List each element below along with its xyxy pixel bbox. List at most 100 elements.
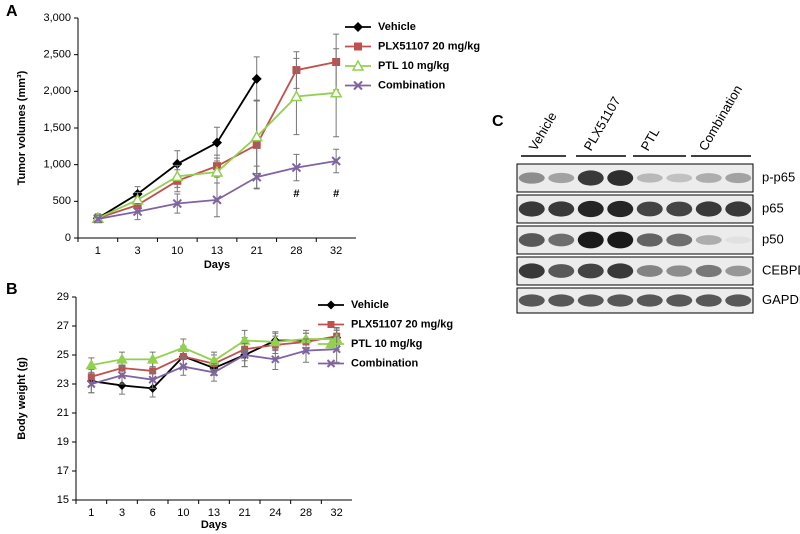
marker — [325, 337, 337, 349]
marker — [353, 80, 363, 91]
marker — [116, 353, 128, 364]
band — [695, 294, 722, 307]
band — [577, 200, 604, 218]
y-tick-label: 19 — [57, 436, 69, 448]
legend-label: PLX51107 20 mg/kg — [351, 318, 453, 330]
x-tick-label: 10 — [171, 245, 183, 257]
marker — [353, 22, 363, 32]
marker — [85, 359, 98, 370]
marker — [172, 198, 182, 209]
marker — [326, 300, 336, 310]
band — [666, 265, 693, 277]
x-tick-label: 21 — [251, 245, 263, 257]
marker — [171, 169, 184, 182]
band — [695, 201, 722, 217]
band — [666, 173, 693, 183]
band — [725, 172, 752, 184]
band — [607, 294, 634, 307]
row-label: p-p65 — [762, 169, 795, 184]
band — [548, 233, 575, 247]
marker — [326, 359, 336, 368]
marker — [172, 158, 183, 169]
marker — [329, 86, 343, 98]
marker — [93, 214, 103, 224]
x-tick-label: 6 — [150, 507, 156, 519]
annotation: # — [293, 188, 299, 200]
legend-label: Combination — [351, 357, 418, 369]
marker — [269, 335, 282, 347]
band — [725, 294, 752, 307]
band — [636, 265, 663, 277]
marker — [117, 371, 127, 380]
x-tick-label: 24 — [269, 507, 281, 519]
band — [666, 294, 693, 307]
x-tick-label: 13 — [211, 245, 223, 257]
band — [518, 263, 545, 279]
x-tick-label: 32 — [330, 245, 342, 257]
marker — [148, 375, 157, 384]
legend-label: PTL 10 mg/kg — [378, 60, 449, 72]
y-tick-label: 23 — [57, 378, 69, 390]
band — [607, 170, 634, 186]
band — [607, 263, 634, 279]
y-axis-label: Body weight (g) — [16, 357, 28, 440]
row-label: p50 — [762, 231, 784, 246]
band — [636, 173, 663, 183]
band — [577, 170, 604, 186]
y-tick-label: 1,000 — [43, 159, 71, 171]
band — [636, 294, 663, 307]
x-tick-label: 28 — [290, 245, 302, 257]
x-tick-label: 3 — [119, 507, 125, 519]
marker — [301, 346, 311, 355]
marker — [132, 206, 143, 217]
band — [518, 233, 545, 247]
group-label: PTL — [638, 125, 663, 153]
x-axis-label: Days — [204, 259, 230, 271]
group-label: PLX51107 — [581, 94, 624, 153]
row-label: p65 — [762, 200, 784, 215]
band — [607, 231, 634, 249]
marker — [212, 195, 222, 205]
marker — [87, 379, 96, 389]
x-tick-label: 1 — [95, 245, 101, 257]
band — [548, 172, 575, 184]
band — [695, 264, 722, 278]
band — [695, 235, 722, 245]
x-tick-label: 32 — [331, 507, 343, 519]
y-tick-label: 1,500 — [43, 122, 71, 134]
legend-label: Vehicle — [378, 21, 416, 33]
band — [577, 294, 604, 307]
marker — [209, 368, 219, 377]
x-tick-label: 10 — [177, 507, 189, 519]
x-tick-label: 13 — [208, 507, 220, 519]
panel-label: C — [492, 113, 504, 130]
marker — [252, 172, 262, 182]
band — [695, 173, 722, 183]
band — [518, 294, 545, 307]
band — [518, 201, 545, 217]
marker — [250, 130, 263, 142]
band — [518, 172, 545, 184]
band — [636, 233, 663, 247]
y-tick-label: 25 — [57, 349, 69, 361]
marker — [354, 42, 362, 51]
marker — [146, 353, 159, 364]
x-tick-label: 21 — [239, 507, 251, 519]
marker — [240, 350, 249, 360]
marker — [212, 137, 222, 148]
y-tick-label: 15 — [57, 494, 69, 506]
band — [548, 264, 575, 278]
band — [577, 231, 604, 249]
marker — [291, 162, 302, 173]
y-tick-label: 21 — [57, 407, 69, 419]
legend-label: Combination — [378, 79, 445, 91]
legend-label: PTL 10 mg/kg — [351, 338, 422, 350]
y-tick-label: 17 — [57, 465, 69, 477]
band — [725, 265, 752, 277]
row-label: CEBPD — [762, 262, 800, 277]
band — [607, 200, 634, 218]
band — [577, 263, 604, 279]
band — [725, 236, 752, 244]
legend-label: Vehicle — [351, 299, 389, 311]
